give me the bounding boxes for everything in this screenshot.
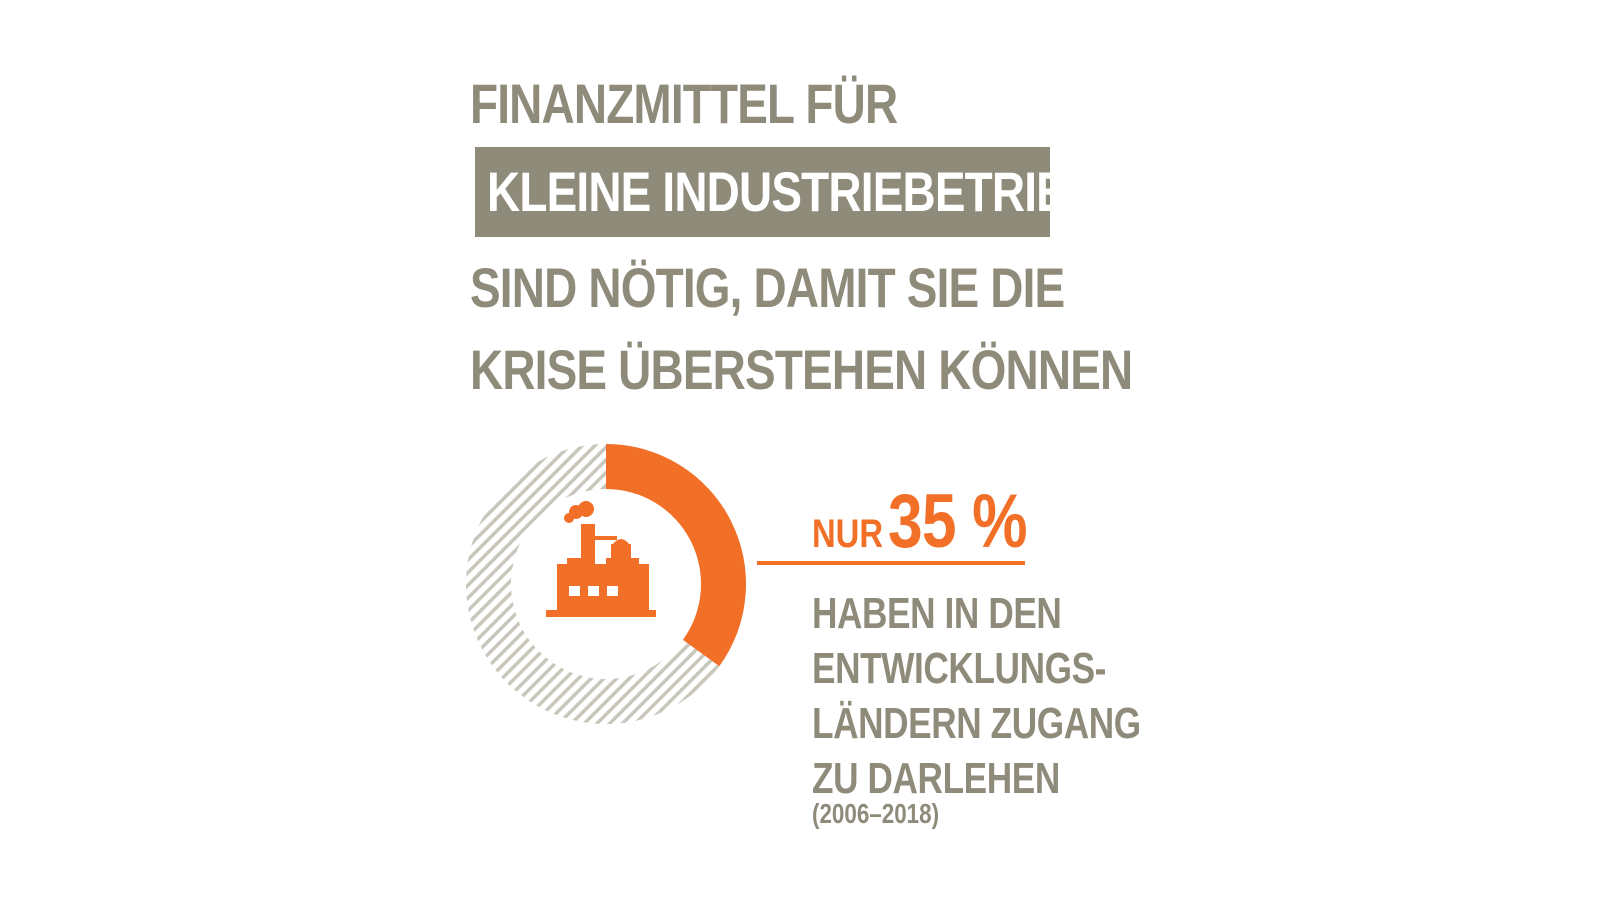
stat-headline: NUR35 % [812,478,1028,565]
stat-divider [757,561,1025,565]
stat-description-line-3: LÄNDERN ZUGANG [812,699,1141,748]
stat-description-line-1: HABEN IN DEN [812,589,1062,638]
donut-chart [460,438,752,730]
stat-value: 35 % [887,479,1028,564]
donut-chart-svg [466,444,746,724]
donut-slice-highlight [606,444,746,667]
donut-slice-rest [466,444,720,724]
headline-line-4: KRISE ÜBERSTEHEN KÖNNEN [470,338,1133,401]
headline-highlight-box: KLEINE INDUSTRIEBETRIEBE [475,147,1129,237]
stat-description: HABEN IN DEN ENTWICKLUNGS- LÄNDERN ZUGAN… [812,586,1223,806]
stat-description-line-4: ZU DARLEHEN [812,754,1060,803]
headline-highlight-text: KLEINE INDUSTRIEBETRIEBE [487,160,1129,223]
stat-period: (2006–2018) [812,798,940,829]
stat-description-line-2: ENTWICKLUNGS- [812,644,1106,693]
headline-line-3: SIND NÖTIG, DAMIT SIE DIE [470,256,1065,319]
stat-prefix: NUR [812,512,884,556]
headline-line-1: FINANZMITTEL FÜR [470,72,898,135]
factory-icon [546,501,656,617]
